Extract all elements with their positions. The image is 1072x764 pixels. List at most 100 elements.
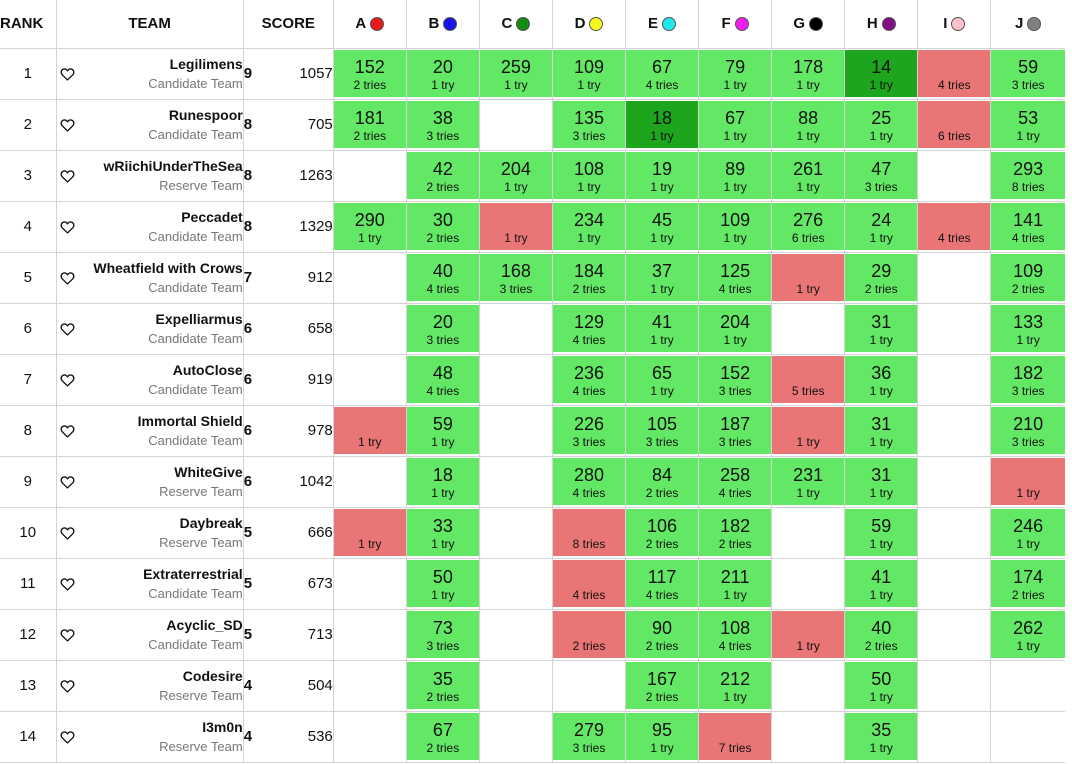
problem-result[interactable]: 105 3 tries [626,407,699,454]
problem-result[interactable]: 210 3 tries [991,407,1065,454]
problem-cell[interactable]: 14 1 try [844,48,918,99]
problem-cell[interactable] [478,711,553,762]
problem-cell[interactable] [332,660,407,711]
problem-cell[interactable]: 40 2 tries [844,609,918,660]
problem-cell[interactable]: 1 try [771,252,845,303]
problem-result[interactable] [334,560,406,607]
problem-result[interactable]: 18 1 try [406,458,479,505]
problem-result[interactable]: 45 1 try [626,203,699,250]
problem-cell[interactable]: 105 3 tries [625,405,699,456]
problem-result[interactable]: 182 3 tries [991,356,1065,403]
problem-cell[interactable] [917,660,991,711]
heart-icon[interactable] [60,67,75,81]
problem-result[interactable]: 178 1 try [772,50,845,97]
problem-cell[interactable] [478,303,553,354]
team-cell[interactable]: Legilimens Candidate Team [80,48,243,99]
problem-cell[interactable]: 20 1 try [405,48,480,99]
problem-cell[interactable]: 236 4 tries [551,354,626,405]
problem-result[interactable]: 4 tries [918,50,991,97]
problem-cell[interactable] [478,507,553,558]
heart-icon[interactable] [60,730,75,744]
problem-cell[interactable]: 125 4 tries [698,252,772,303]
problem-result[interactable] [334,713,406,760]
problem-result[interactable]: 42 2 tries [406,152,479,199]
problem-result[interactable] [480,560,552,607]
problem-result[interactable]: 258 4 tries [699,458,772,505]
favorite-cell[interactable] [55,660,81,711]
problem-result[interactable] [480,356,552,403]
problem-cell[interactable] [917,303,991,354]
team-name[interactable]: AutoClose [172,361,243,378]
problem-cell[interactable] [478,405,553,456]
heart-icon[interactable] [60,526,75,540]
problem-cell[interactable]: 226 3 tries [551,405,626,456]
problem-cell[interactable]: 31 1 try [844,405,918,456]
problem-result[interactable]: 88 1 try [772,101,845,148]
problem-result[interactable]: 133 1 try [991,305,1065,352]
problem-cell[interactable]: 67 1 try [698,99,772,150]
problem-result[interactable]: 280 4 tries [552,458,626,505]
problem-result[interactable]: 7 tries [699,713,772,760]
problem-cell[interactable] [990,711,1065,762]
problem-cell[interactable]: 59 3 tries [990,48,1065,99]
problem-result[interactable]: 4 tries [918,203,991,250]
team-row[interactable]: 1 Legilimens Candidate Team 9 1057 152 2 tries… [0,48,1065,99]
problem-cell[interactable]: 182 3 tries [990,354,1065,405]
problem-cell[interactable] [551,660,626,711]
problem-result[interactable]: 5 tries [772,356,845,403]
problem-result[interactable] [480,662,552,709]
heart-icon[interactable] [60,577,75,591]
problem-result[interactable]: 33 1 try [406,509,479,556]
problem-cell[interactable]: 33 1 try [405,507,480,558]
problem-header[interactable]: A [332,0,407,48]
problem-cell[interactable]: 141 4 tries [990,201,1065,252]
problem-result[interactable]: 109 2 tries [991,254,1065,301]
problem-cell[interactable] [917,354,991,405]
problem-cell[interactable] [990,660,1065,711]
problem-result[interactable] [480,611,552,658]
problem-header[interactable]: G [771,0,845,48]
problem-result[interactable] [918,560,990,607]
problem-result[interactable] [772,509,844,556]
problem-result[interactable]: 236 4 tries [552,356,626,403]
problem-result[interactable]: 50 1 try [845,662,918,709]
problem-result[interactable]: 65 1 try [626,356,699,403]
problem-result[interactable]: 1 try [479,203,552,250]
problem-cell[interactable] [917,558,991,609]
problem-cell[interactable]: 84 2 tries [625,456,699,507]
problem-cell[interactable] [332,558,407,609]
problem-cell[interactable]: 109 1 try [698,201,772,252]
problem-cell[interactable]: 204 1 try [478,150,553,201]
team-name[interactable]: Immortal Shield [137,412,243,429]
problem-result[interactable]: 108 4 tries [699,611,772,658]
problem-cell[interactable]: 30 2 tries [405,201,480,252]
problem-result[interactable] [480,509,552,556]
team-row[interactable]: 13 Codesire Reserve Team 4 504 35 2 tries 167 2 … [0,660,1065,711]
problem-cell[interactable]: 152 2 tries [332,48,407,99]
problem-cell[interactable]: 106 2 tries [625,507,699,558]
problem-result[interactable]: 135 3 tries [552,101,626,148]
problem-cell[interactable] [478,99,553,150]
problem-cell[interactable]: 187 3 tries [698,405,772,456]
team-row[interactable]: 2 Runespoor Candidate Team 8 705 181 2 tries 38… [0,99,1065,150]
problem-result[interactable] [334,611,406,658]
problem-result[interactable] [334,662,406,709]
problem-cell[interactable]: 262 1 try [990,609,1065,660]
favorite-cell[interactable] [55,405,81,456]
problem-cell[interactable]: 18 1 try [625,99,699,150]
heart-icon[interactable] [60,475,75,489]
problem-cell[interactable]: 108 4 tries [698,609,772,660]
problem-result[interactable]: 262 1 try [991,611,1065,658]
problem-cell[interactable]: 53 1 try [990,99,1065,150]
problem-result[interactable] [480,458,552,505]
problem-result[interactable]: 106 2 tries [626,509,699,556]
favorite-cell[interactable] [55,558,81,609]
problem-result[interactable]: 31 1 try [845,305,918,352]
team-row[interactable]: 4 Peccadet Candidate Team 8 1329 290 1 try 30 2 … [0,201,1065,252]
problem-header[interactable]: J [990,0,1065,48]
problem-cell[interactable]: 1 try [332,507,407,558]
team-cell[interactable]: Expelliarmus Candidate Team [80,303,243,354]
problem-result[interactable] [918,407,990,454]
problem-cell[interactable]: 135 3 tries [551,99,626,150]
problem-cell[interactable]: 88 1 try [771,99,845,150]
